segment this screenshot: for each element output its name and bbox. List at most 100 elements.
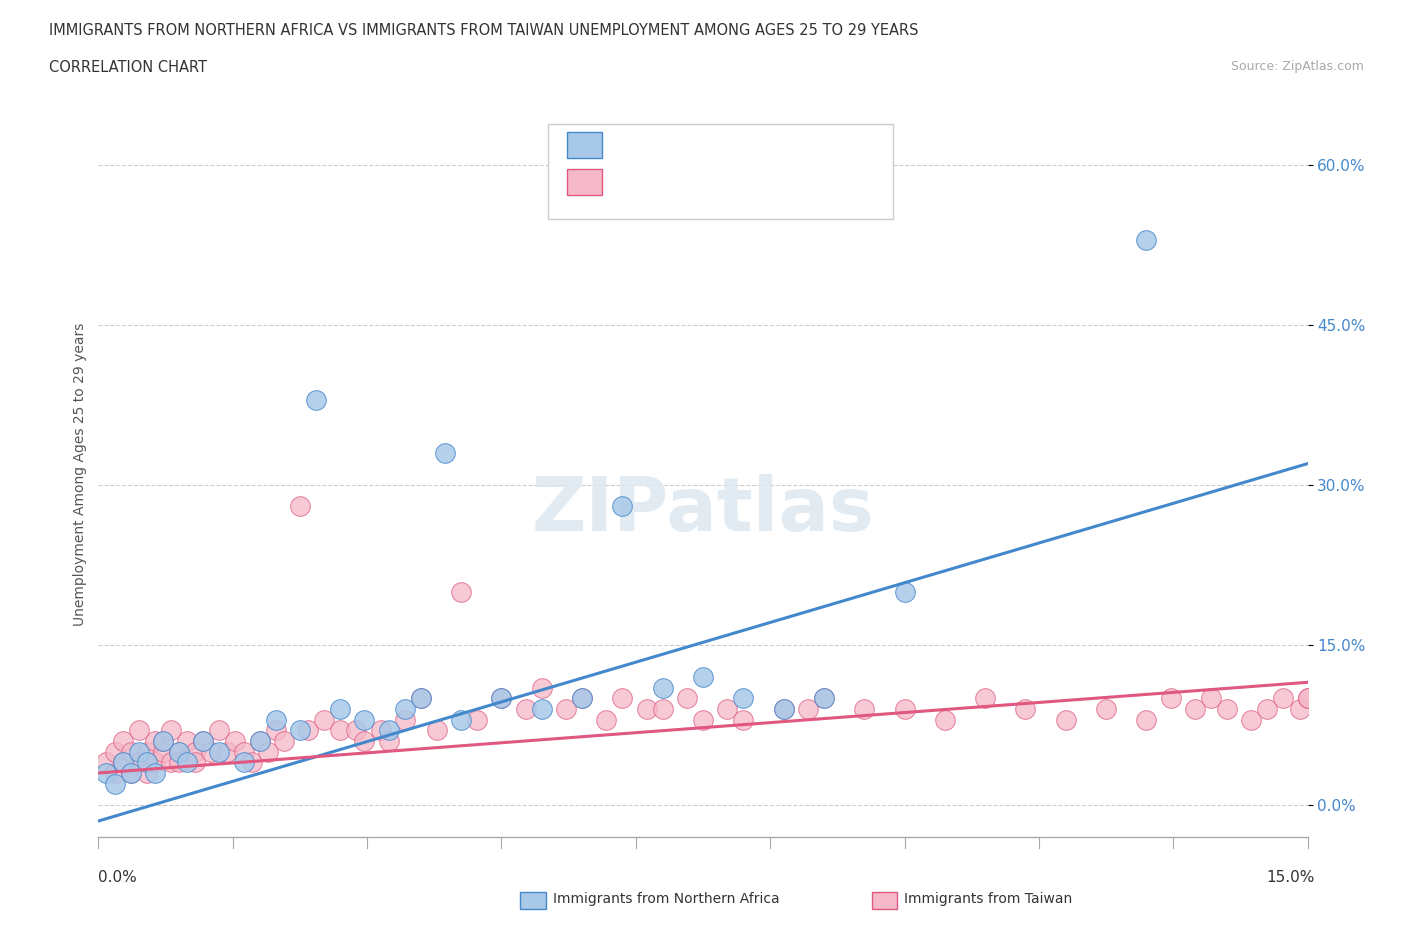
Point	[232, 755, 254, 770]
Point	[772, 701, 794, 716]
Point	[111, 755, 134, 770]
Point	[426, 723, 449, 737]
Point	[1160, 691, 1182, 706]
Point	[217, 744, 239, 759]
Point	[176, 734, 198, 749]
Point	[353, 734, 375, 749]
Point	[128, 755, 150, 770]
Point	[1014, 701, 1036, 716]
Point	[120, 744, 142, 759]
Point	[370, 723, 392, 737]
Point	[240, 755, 263, 770]
Point	[143, 765, 166, 780]
Point	[394, 701, 416, 716]
Point	[96, 755, 118, 770]
Point	[1184, 701, 1206, 716]
Point	[1296, 691, 1319, 706]
Point	[184, 744, 207, 759]
Point	[232, 744, 254, 759]
Point	[167, 744, 190, 759]
Point	[571, 691, 593, 706]
Point	[1272, 691, 1295, 706]
Point	[515, 701, 537, 716]
Point	[772, 701, 794, 716]
Point	[692, 712, 714, 727]
Point	[491, 691, 513, 706]
Point	[1216, 701, 1239, 716]
Point	[152, 734, 174, 749]
Point	[103, 777, 125, 791]
Text: Immigrants from Taiwan: Immigrants from Taiwan	[904, 892, 1073, 907]
Point	[128, 723, 150, 737]
Point	[555, 701, 578, 716]
Point	[716, 701, 738, 716]
Point	[120, 765, 142, 780]
Point	[167, 744, 190, 759]
Point	[344, 723, 367, 737]
Point	[530, 701, 553, 716]
Point	[152, 744, 174, 759]
Point	[893, 701, 915, 716]
Text: 0.0%: 0.0%	[98, 870, 138, 884]
Point	[465, 712, 488, 727]
Point	[612, 691, 634, 706]
Point	[612, 498, 634, 513]
Point	[934, 712, 956, 727]
Point	[974, 691, 997, 706]
Point	[1256, 701, 1278, 716]
Point	[96, 765, 118, 780]
Point	[135, 765, 157, 780]
Point	[797, 701, 820, 716]
Point	[256, 744, 278, 759]
Point	[1296, 691, 1319, 706]
Point	[636, 701, 658, 716]
Point	[135, 755, 157, 770]
Point	[135, 744, 157, 759]
Point	[530, 680, 553, 695]
Text: Immigrants from Northern Africa: Immigrants from Northern Africa	[553, 892, 779, 907]
Point	[193, 734, 215, 749]
Point	[377, 734, 399, 749]
Text: R = 0.299: R = 0.299	[612, 172, 699, 187]
Point	[692, 670, 714, 684]
Point	[200, 744, 222, 759]
Point	[893, 584, 915, 599]
Point	[409, 691, 432, 706]
Point	[1135, 712, 1157, 727]
Point	[152, 734, 174, 749]
Point	[176, 755, 198, 770]
Point	[1095, 701, 1118, 716]
Point	[676, 691, 699, 706]
Point	[160, 723, 183, 737]
Point	[111, 734, 134, 749]
Point	[128, 744, 150, 759]
Text: IMMIGRANTS FROM NORTHERN AFRICA VS IMMIGRANTS FROM TAIWAN UNEMPLOYMENT AMONG AGE: IMMIGRANTS FROM NORTHERN AFRICA VS IMMIG…	[49, 23, 918, 38]
Point	[193, 734, 215, 749]
Point	[329, 723, 352, 737]
Point	[450, 712, 472, 727]
Point	[208, 723, 231, 737]
Point	[314, 712, 336, 727]
Text: R = 0.417: R = 0.417	[612, 135, 699, 150]
Point	[329, 701, 352, 716]
Point	[1199, 691, 1222, 706]
Point	[264, 723, 287, 737]
Point	[733, 712, 755, 727]
Point	[120, 765, 142, 780]
Point	[394, 712, 416, 727]
Point	[651, 701, 673, 716]
Point	[1054, 712, 1077, 727]
Point	[813, 691, 835, 706]
Point	[288, 498, 311, 513]
Point	[853, 701, 876, 716]
Point	[224, 734, 246, 749]
Point	[184, 755, 207, 770]
Point	[249, 734, 271, 749]
Point	[249, 734, 271, 749]
Text: N = 35: N = 35	[752, 135, 813, 150]
Point	[264, 712, 287, 727]
Point	[571, 691, 593, 706]
Text: CORRELATION CHART: CORRELATION CHART	[49, 60, 207, 75]
Point	[651, 680, 673, 695]
Point	[288, 723, 311, 737]
